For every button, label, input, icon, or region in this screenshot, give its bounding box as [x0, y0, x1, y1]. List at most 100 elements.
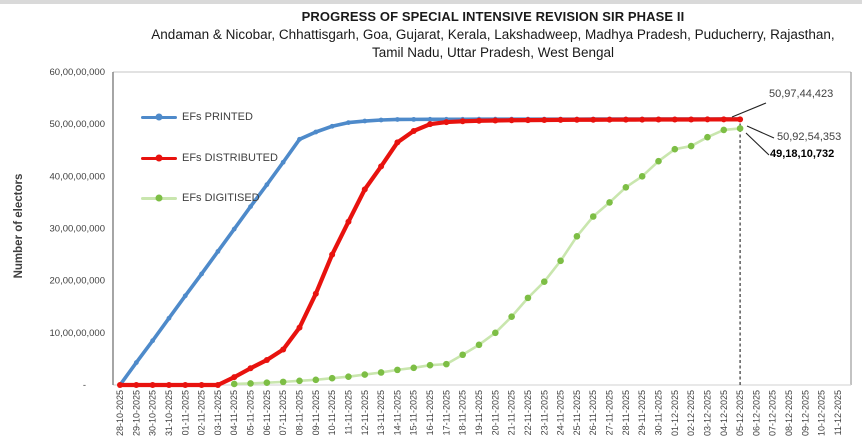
- x-tick-label: 01-11-2025: [180, 390, 190, 435]
- x-tick-label: 23-11-2025: [539, 390, 549, 435]
- legend-marker-icon-distributed: [155, 154, 163, 162]
- series-marker-efs-printed: [313, 129, 319, 135]
- series-marker-efs-digitised: [557, 257, 564, 265]
- series-marker-efs-distributed: [214, 382, 221, 388]
- x-tick-label: 30-10-2025: [148, 390, 158, 436]
- series-marker-efs-digitised: [312, 376, 320, 384]
- series-marker-efs-distributed: [361, 186, 368, 193]
- series-marker-efs-distributed: [639, 116, 646, 123]
- series-marker-efs-printed: [264, 182, 270, 188]
- annotation-leader-line-2: [745, 132, 770, 156]
- series-marker-efs-distributed: [329, 251, 336, 258]
- x-tick-label: 29-11-2025: [637, 390, 647, 435]
- legend-line-swatch-distributed: [141, 154, 177, 162]
- x-tick-label: 06-12-2025: [751, 390, 761, 436]
- legend-label-digitised: EFs DIGITISED: [182, 192, 260, 204]
- series-marker-efs-distributed: [704, 116, 711, 123]
- x-tick-label: 09-12-2025: [800, 390, 810, 436]
- series-marker-efs-distributed: [394, 139, 401, 146]
- series-marker-efs-distributed: [133, 382, 140, 388]
- chart-subtitle-line2: Tamil Nadu, Uttar Pradesh, West Bengal: [371, 45, 615, 60]
- annotation-distributed-final: 50,92,54,353: [777, 131, 842, 143]
- x-tick-label: 07-11-2025: [278, 390, 288, 435]
- y-tick-label: 60,00,00,000: [50, 67, 105, 78]
- x-tick-label: 16-11-2025: [425, 390, 435, 435]
- series-marker-efs-digitised: [426, 361, 434, 369]
- x-tick-label: 02-11-2025: [197, 390, 207, 435]
- x-tick-label: 09-11-2025: [311, 390, 321, 435]
- x-tick-label: 06-11-2025: [262, 390, 272, 435]
- series-marker-efs-digitised: [540, 278, 548, 286]
- series-marker-efs-distributed: [720, 116, 727, 123]
- series-marker-efs-digitised: [638, 173, 646, 180]
- x-tick-label: 21-11-2025: [507, 390, 517, 435]
- series-marker-efs-distributed: [688, 116, 695, 123]
- series-marker-efs-digitised: [475, 341, 483, 349]
- series-marker-efs-digitised: [361, 371, 369, 378]
- chart-title: PROGRESS OF SPECIAL INTENSIVE REVISION S…: [301, 9, 685, 24]
- series-marker-efs-printed: [166, 315, 172, 321]
- x-tick-label: 31-10-2025: [164, 390, 174, 436]
- series-marker-efs-printed: [329, 123, 335, 129]
- x-tick-label: 03-12-2025: [702, 390, 712, 436]
- series-marker-efs-distributed: [296, 324, 303, 331]
- series-marker-efs-distributed: [263, 356, 270, 363]
- series-marker-efs-printed: [182, 293, 188, 299]
- x-tick-label: 14-11-2025: [392, 390, 402, 435]
- annotation-leader-line-0: [731, 102, 767, 118]
- series-marker-efs-digitised: [655, 157, 662, 165]
- x-tick-label: 11-12-2025: [833, 390, 843, 435]
- series-marker-efs-printed: [133, 360, 139, 365]
- annotation-leader-line-1: [746, 125, 775, 139]
- x-tick-label: 10-11-2025: [327, 390, 337, 435]
- x-tick-label: 20-11-2025: [490, 390, 500, 435]
- x-tick-label: 02-12-2025: [686, 390, 696, 436]
- series-marker-efs-digitised: [279, 378, 287, 386]
- series-marker-efs-digitised: [720, 126, 728, 134]
- series-marker-efs-digitised: [247, 380, 254, 387]
- series-marker-efs-digitised: [573, 233, 581, 240]
- series-marker-efs-digitised: [704, 133, 711, 141]
- x-tick-label: 30-11-2025: [654, 390, 664, 435]
- legend-item-efs-printed[interactable]: EFs PRINTED: [141, 111, 253, 123]
- x-tick-label: 15-11-2025: [409, 390, 419, 435]
- chart-header: PROGRESS OF SPECIAL INTENSIVE REVISION S…: [130, 8, 856, 62]
- series-marker-efs-digitised: [589, 213, 597, 220]
- series-marker-efs-printed: [231, 226, 237, 232]
- series-marker-efs-distributed: [541, 116, 548, 123]
- legend-marker-icon-digitised: [155, 194, 163, 202]
- x-tick-label: 19-11-2025: [474, 390, 484, 435]
- x-tick-label: 05-12-2025: [735, 390, 745, 436]
- series-marker-efs-digitised: [443, 360, 450, 368]
- series-marker-efs-distributed: [198, 382, 205, 388]
- x-tick-label: 17-11-2025: [441, 390, 451, 435]
- x-tick-label: 08-11-2025: [295, 390, 305, 435]
- annotation-printed-final: 50,97,44,423: [769, 88, 834, 100]
- x-tick-label: 18-11-2025: [458, 390, 468, 435]
- x-tick-label: 22-11-2025: [523, 390, 533, 435]
- x-tick-label: 29-10-2025: [131, 390, 141, 436]
- x-tick-label: 24-11-2025: [556, 390, 566, 435]
- legend-item-efs-distributed[interactable]: EFs DISTRIBUTED: [141, 152, 278, 164]
- series-marker-efs-printed: [215, 249, 221, 254]
- x-tick-label: 28-11-2025: [621, 390, 631, 435]
- legend-item-efs-digitised[interactable]: EFs DIGITISED: [141, 192, 260, 204]
- series-marker-efs-digitised: [377, 369, 385, 376]
- x-tick-label: 26-11-2025: [588, 390, 598, 435]
- series-marker-efs-distributed: [117, 382, 123, 388]
- window-top-bar: [0, 0, 862, 4]
- series-marker-efs-digitised: [328, 374, 336, 382]
- series-marker-efs-distributed: [524, 117, 531, 124]
- series-marker-efs-distributed: [247, 365, 254, 372]
- series-marker-efs-distributed: [459, 118, 466, 125]
- series-marker-efs-distributed: [410, 127, 417, 134]
- series-marker-efs-distributed: [378, 163, 385, 170]
- series-marker-efs-digitised: [410, 364, 418, 372]
- x-tick-label: 04-11-2025: [229, 390, 239, 435]
- x-tick-label: 12-11-2025: [360, 390, 370, 435]
- series-marker-efs-distributed: [606, 116, 613, 123]
- legend-marker-icon-printed: [155, 113, 163, 121]
- series-marker-efs-printed: [248, 204, 253, 209]
- series-marker-efs-printed: [199, 271, 204, 277]
- series-marker-efs-digitised: [736, 125, 744, 132]
